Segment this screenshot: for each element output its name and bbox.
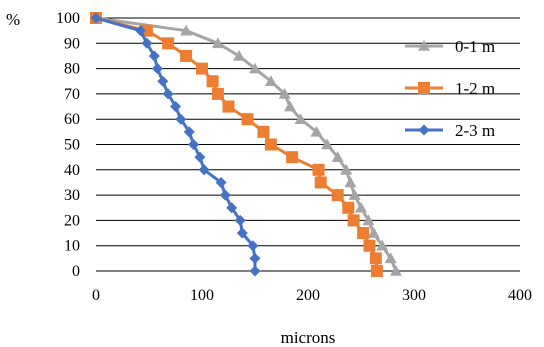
axes: 0 10 20 30 40 50 60 70 80 90 100 0 100 200 300 400: [56, 10, 532, 304]
x-axis-label: microns: [281, 328, 336, 347]
data-point: [206, 75, 219, 88]
data-point: [283, 100, 296, 112]
data-point: [241, 113, 254, 126]
data-point: [198, 164, 210, 176]
data-point: [170, 101, 181, 113]
data-point: [367, 227, 380, 238]
data-point: [264, 138, 277, 151]
data-point: [321, 138, 334, 150]
data-point: [357, 227, 370, 240]
legend-item: 2-3 m: [405, 121, 495, 140]
data-point: [151, 63, 163, 75]
y-tick-label: 0: [72, 263, 80, 280]
data-point: [226, 202, 238, 214]
y-tick-label: 30: [64, 187, 80, 204]
y-tick-label: 100: [56, 10, 80, 27]
data-point: [278, 87, 291, 99]
data-point: [348, 189, 361, 200]
data-point: [196, 62, 208, 75]
data-point: [286, 151, 299, 164]
series-0-1m: [90, 12, 402, 276]
x-tick-label: 200: [296, 287, 320, 304]
legend-label: 2-3 m: [455, 121, 495, 140]
data-point: [294, 113, 307, 124]
data-point: [347, 214, 360, 227]
data-point: [310, 125, 323, 137]
data-point: [344, 176, 357, 188]
data-point: [264, 75, 277, 87]
data-point: [389, 265, 402, 276]
data-point: [180, 49, 193, 62]
legend-marker: [418, 82, 430, 94]
data-point: [194, 151, 206, 163]
legend-item: 0-1 m: [405, 37, 495, 56]
y-tick-label: 80: [64, 61, 80, 78]
data-point: [140, 24, 153, 37]
data-point: [215, 176, 227, 188]
data-point: [384, 252, 397, 264]
data-point: [312, 163, 325, 176]
y-tick-label: 60: [64, 111, 80, 128]
data-point: [162, 88, 174, 100]
y-axis-label: %: [6, 10, 20, 29]
data-point: [370, 265, 383, 277]
data-point: [331, 151, 344, 162]
x-tick-label: 400: [508, 287, 532, 304]
data-point: [162, 37, 175, 50]
data-point: [219, 189, 231, 201]
y-tick-label: 70: [64, 86, 80, 103]
y-tick-label: 10: [64, 238, 80, 255]
legend-marker: [418, 124, 430, 136]
data-point: [234, 214, 246, 226]
data-point: [135, 25, 147, 37]
x-tick-label: 0: [92, 287, 100, 304]
data-point: [355, 201, 367, 213]
data-point: [257, 125, 270, 138]
legend-label: 1-2 m: [455, 79, 495, 98]
y-tick-label: 90: [64, 35, 80, 52]
data-point: [180, 24, 193, 36]
data-point: [362, 214, 375, 226]
data-point: [363, 239, 376, 252]
legend-marker: [418, 40, 430, 51]
y-tick-label: 40: [64, 162, 80, 179]
series-1-2m: [90, 12, 383, 277]
y-tick-label: 20: [64, 212, 80, 229]
data-point: [247, 240, 259, 252]
data-point: [141, 37, 153, 49]
data-point: [369, 252, 382, 265]
data-point: [183, 126, 195, 138]
legend-item: 1-2 m: [405, 79, 495, 98]
data-point: [211, 37, 224, 49]
data-point: [331, 189, 344, 202]
x-tick-label: 100: [190, 287, 214, 304]
data-point: [90, 12, 102, 24]
data-point: [249, 62, 261, 74]
data-point: [148, 50, 160, 62]
data-point: [222, 100, 235, 113]
x-tick-label: 300: [402, 287, 426, 304]
data-point: [236, 227, 248, 239]
series-2-3m: [90, 12, 261, 277]
data-point: [249, 252, 261, 264]
data-point: [175, 113, 187, 125]
data-point: [340, 163, 353, 175]
series-layer: [90, 12, 402, 277]
data-point: [188, 139, 200, 150]
legend-label: 0-1 m: [455, 37, 495, 56]
y-tick-label: 50: [64, 137, 80, 154]
data-point: [211, 87, 224, 100]
data-point: [314, 176, 327, 189]
data-point: [233, 49, 246, 61]
data-point: [376, 239, 389, 251]
legend: 0-1 m 1-2 m 2-3 m: [405, 37, 495, 140]
data-point: [249, 265, 261, 277]
data-point: [157, 75, 169, 87]
data-point: [342, 201, 355, 214]
